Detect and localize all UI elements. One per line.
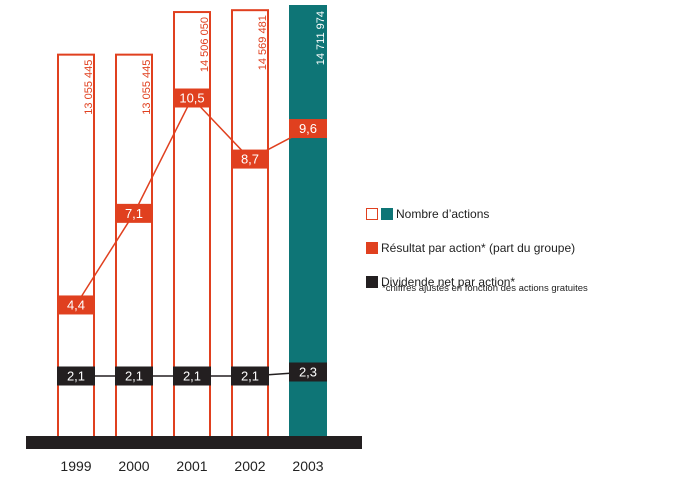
dividend-2003-label: 2,3: [299, 364, 317, 379]
legend-shares-outline-swatch: [366, 208, 378, 220]
legend-shares-label: Nombre d’actions: [396, 207, 490, 221]
dividend-2003-marker: [289, 362, 327, 382]
x-tick-2001: 2001: [176, 458, 207, 474]
share-label-2003: 14 711 974: [315, 11, 327, 65]
dividend-1999-label: 2,1: [67, 368, 85, 383]
dividend-2001-label: 2,1: [183, 368, 201, 383]
legend-footnote: *chiffres ajustés en fonction des action…: [382, 283, 588, 294]
x-tick-1999: 1999: [60, 458, 91, 474]
share-label-1999: 13 055 445: [83, 60, 95, 115]
share-label-2002: 14 569 481: [257, 15, 269, 70]
x-tick-2000: 2000: [118, 458, 149, 474]
x-tick-2003: 2003: [292, 458, 323, 474]
legend-result-swatch: [366, 242, 378, 254]
legend-shares-fill-swatch: [381, 208, 393, 220]
result-2001-label: 10,5: [179, 90, 204, 105]
legend-result-label: Résultat par action* (part du groupe): [381, 241, 576, 255]
result-1999-marker: [57, 295, 95, 315]
share-bar-2002: [231, 9, 269, 438]
baseline-bar: [26, 436, 362, 449]
legend: Nombre d’actions Résultat par action* (p…: [366, 205, 686, 291]
result-1999-label: 4,4: [67, 297, 85, 312]
result-2001-marker: [173, 88, 211, 108]
legend-shares: Nombre d’actions: [366, 205, 686, 223]
dividend-2001-marker: [173, 366, 211, 386]
dividend-2002-marker: [231, 366, 269, 386]
result-2000-marker: [115, 203, 153, 223]
dividend-2002-label: 2,1: [241, 368, 259, 383]
result-2002-label: 8,7: [241, 152, 259, 167]
result-2003-label: 9,6: [299, 121, 317, 136]
result-2002-marker: [231, 149, 269, 169]
share-label-2001: 14 506 050: [199, 17, 211, 72]
dividend-2000-marker: [115, 366, 153, 386]
dividend-1999-marker: [57, 366, 95, 386]
dividend-2000-label: 2,1: [125, 368, 143, 383]
share-label-2000: 13 055 445: [141, 60, 153, 115]
legend-dividend-swatch: [366, 276, 378, 288]
result-2003-marker: [289, 119, 327, 139]
x-tick-2002: 2002: [234, 458, 265, 474]
legend-dividend: Dividende net par action*: [366, 273, 686, 291]
legend-result: Résultat par action* (part du groupe): [366, 239, 686, 257]
result-2000-label: 7,1: [125, 206, 143, 221]
legend-dividend-label: Dividende net par action*: [381, 275, 516, 289]
